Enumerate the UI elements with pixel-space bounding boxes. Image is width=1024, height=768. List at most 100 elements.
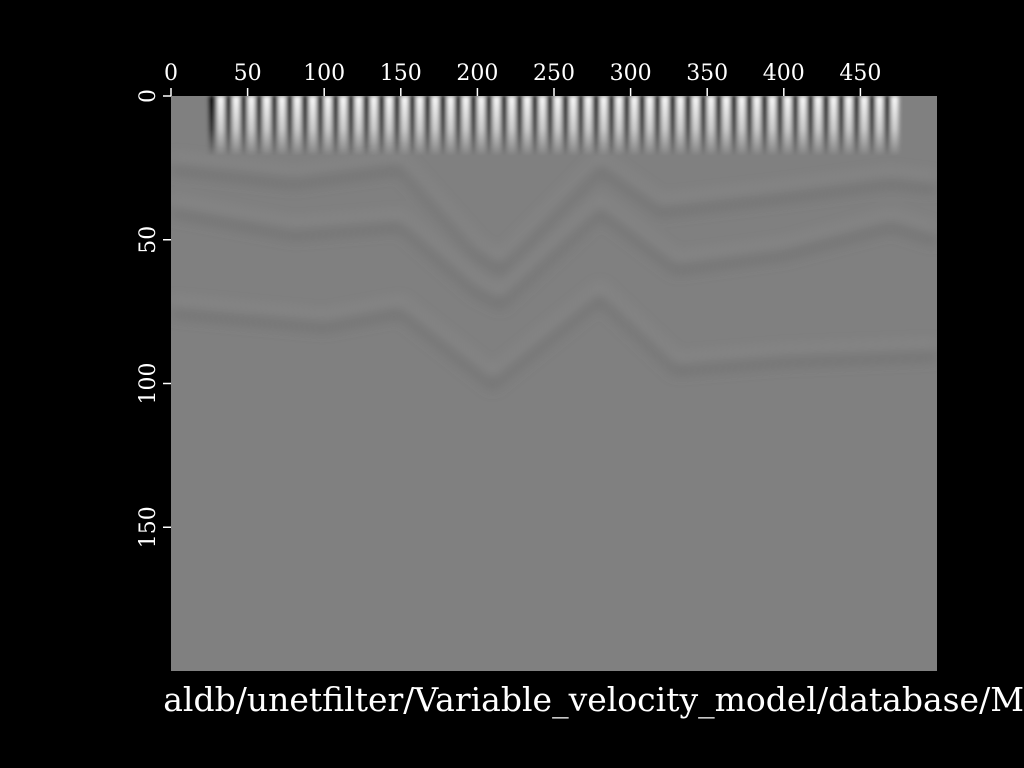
surface-stripe-light — [370, 96, 378, 184]
x-tick-label: 200 — [456, 61, 498, 86]
surface-stripe-light — [737, 96, 746, 184]
surface-stripe-light — [630, 96, 639, 184]
surface-stripe-dark — [668, 96, 677, 184]
y-tick-label: 100 — [136, 363, 161, 405]
surface-stripe-dark — [546, 96, 554, 184]
y-tick-label: 50 — [136, 226, 161, 254]
surface-stripe-light — [768, 96, 777, 184]
surface-stripe-dark — [255, 96, 263, 184]
surface-stripe-dark — [699, 96, 708, 184]
surface-stripe-light — [477, 96, 486, 184]
surface-stripe-dark — [270, 96, 279, 184]
surface-stripe-dark — [362, 96, 371, 184]
surface-stripe-light — [324, 96, 332, 184]
surface-stripe-dark — [684, 96, 692, 184]
surface-stripe-dark — [408, 96, 417, 184]
surface-stripe-light — [891, 96, 899, 184]
surface-stripe-dark — [607, 96, 616, 184]
surface-stripe-light — [860, 96, 869, 184]
surface-stripe-light — [875, 96, 884, 184]
surface-stripe-dark — [285, 96, 294, 184]
surface-stripe-light — [293, 96, 302, 184]
surface-stripe-dark — [868, 96, 876, 184]
surface-stripe-dark — [423, 96, 432, 184]
wavefield-layer — [171, 96, 937, 390]
surface-stripe-dark — [653, 96, 662, 184]
y-tick-label: 150 — [136, 506, 161, 548]
surface-stripe-dark — [531, 96, 539, 184]
surface-stripe-light — [676, 96, 685, 184]
surface-stripe-light — [600, 96, 608, 184]
surface-stripe-dark — [331, 96, 340, 184]
surface-stripe-dark — [822, 96, 830, 184]
surface-stripe-light — [431, 96, 440, 184]
surface-stripe-dark — [776, 96, 784, 184]
surface-stripe-light — [232, 96, 240, 184]
surface-stripe-light — [645, 96, 654, 184]
y-axis-ticks: 0 50 100 150 — [136, 89, 171, 548]
surface-stripe-light — [554, 96, 562, 184]
surface-stripe-light — [829, 96, 838, 184]
surface-stripe-dark — [745, 96, 754, 184]
surface-stripe-light — [753, 96, 761, 184]
surface-stripe-dark — [714, 96, 723, 184]
x-tick-label: 50 — [234, 61, 262, 86]
surface-stripe-light — [247, 96, 256, 184]
surface-stripe-light — [691, 96, 700, 184]
x-tick-label: 0 — [164, 61, 178, 86]
surface-stripe-light — [538, 96, 547, 184]
surface-stripe-light — [584, 96, 593, 184]
surface-stripe-dark — [592, 96, 600, 184]
seismic-plot: 0 50 100 150 200 250 300 350 400 450 0 50 100 150 — [136, 61, 937, 671]
surface-stripe-dark — [883, 96, 892, 184]
surface-stripe-light — [508, 96, 516, 184]
surface-stripe-light — [799, 96, 807, 184]
surface-stripe-light — [722, 96, 731, 184]
surface-stripe-light — [339, 96, 348, 184]
surface-stripe-light — [569, 96, 577, 184]
surface-stripe-dark — [837, 96, 846, 184]
surface-stripe-dark — [347, 96, 355, 184]
surface-stripe-dark — [209, 96, 217, 184]
surface-stripe-dark — [806, 96, 815, 184]
event-curve-light — [171, 197, 937, 299]
surface-stripe-light — [278, 96, 286, 184]
x-tick-label: 150 — [380, 61, 422, 86]
file-path-caption: aldb/unetfilter/Variable_velocity_model/… — [0, 680, 1024, 720]
surface-stripe-dark — [224, 96, 233, 184]
x-tick-label: 400 — [763, 61, 805, 86]
event-curve-light — [171, 283, 937, 379]
surface-stripe-light — [845, 96, 853, 184]
surface-stripe-dark — [638, 96, 646, 184]
surface-stripe-dark — [760, 96, 769, 184]
surface-stripe-dark — [500, 96, 509, 184]
surface-stripe-dark — [791, 96, 800, 184]
surface-stripe-dark — [316, 96, 325, 184]
surface-stripe-dark — [485, 96, 493, 184]
surface-stripe-light — [400, 96, 409, 184]
surface-stripe-light — [492, 96, 501, 184]
surface-stripe-dark — [454, 96, 463, 184]
surface-stripe-dark — [301, 96, 309, 184]
surface-stripe-dark — [469, 96, 478, 184]
surface-stripe-light — [523, 96, 532, 184]
event-curve-dark — [171, 204, 937, 310]
surface-stripe-dark — [239, 96, 248, 184]
surface-stripe-dark — [561, 96, 570, 184]
surface-stripe-dark — [515, 96, 524, 184]
surface-stripe-dark — [852, 96, 861, 184]
event-curve-dark — [171, 290, 937, 390]
surface-stripe-light — [783, 96, 792, 184]
x-tick-label: 100 — [303, 61, 345, 86]
surface-stripe-light — [262, 96, 271, 184]
surface-stripe-light — [661, 96, 669, 184]
surface-stripe-light — [217, 96, 225, 184]
surface-stripe-light — [416, 96, 424, 184]
surface-stripe-light — [707, 96, 715, 184]
surface-stripe-light — [308, 96, 317, 184]
surface-stripe-dark — [377, 96, 386, 184]
x-tick-label: 300 — [610, 61, 652, 86]
surface-stripe-dark — [439, 96, 447, 184]
x-tick-label: 450 — [839, 61, 881, 86]
surface-stripe-light — [354, 96, 363, 184]
